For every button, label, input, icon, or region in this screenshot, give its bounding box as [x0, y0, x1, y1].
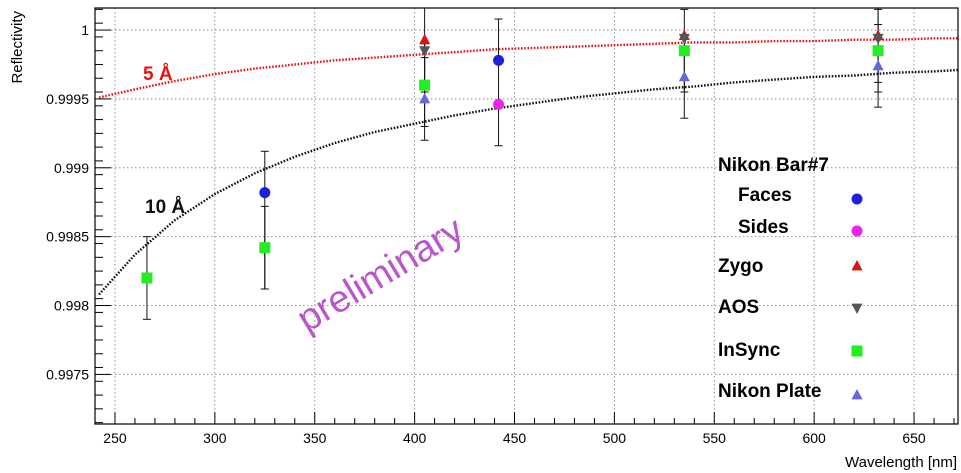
point-nikon-plate	[678, 70, 690, 82]
point-nikon-plate	[419, 92, 431, 104]
y-tick-label: 1	[81, 22, 89, 38]
legend-header: Nikon Bar#7	[718, 155, 829, 176]
point-aos	[419, 46, 431, 57]
x-tick-label: 650	[902, 430, 926, 446]
point-nikon-plate	[872, 59, 884, 71]
legend-label-aos: AOS	[718, 297, 759, 318]
y-tick-label: 0.9985	[46, 229, 89, 245]
legend: Nikon Bar#7 Faces Sides Zygo AOS InSync Nikon…	[718, 155, 863, 402]
point-insync	[872, 45, 884, 57]
legend-marker-nikon-plate	[851, 388, 863, 400]
model-curves	[98, 37, 959, 296]
legend-label-sides: Sides	[738, 217, 789, 238]
x-tick-label: 300	[203, 430, 227, 446]
point-insync	[259, 242, 271, 254]
x-axis-title: Wavelength [nm]	[845, 454, 957, 471]
x-tick-label: 450	[503, 430, 527, 446]
axis-ticks: 250 300 350 400 450 500 550 600 650 0.9975 0.998 0.…	[46, 8, 955, 446]
point-insync	[141, 272, 153, 284]
legend-marker-faces	[851, 193, 863, 205]
legend-label-insync: InSync	[718, 340, 781, 361]
data-points	[141, 29, 884, 284]
legend-label-nikon-plate: Nikon Plate	[718, 381, 821, 402]
x-tick-label: 250	[103, 430, 127, 446]
legend-label-faces: Faces	[738, 185, 792, 206]
point-faces	[493, 54, 505, 66]
x-tick-label: 500	[603, 430, 627, 446]
x-tick-label: 400	[403, 430, 427, 446]
x-tick-label: 600	[802, 430, 826, 446]
grid	[95, 8, 958, 424]
curve-label-10A: 10 Å	[145, 197, 185, 218]
curve-5A	[98, 37, 958, 99]
error-bars	[142, 7, 883, 320]
curve-label-5A: 5 Å	[143, 64, 173, 85]
legend-marker-zygo	[851, 259, 863, 271]
point-zygo	[419, 33, 431, 45]
x-tick-label: 350	[303, 430, 327, 446]
point-aos	[872, 33, 884, 45]
legend-label-zygo: Zygo	[718, 256, 763, 277]
point-sides	[493, 98, 505, 110]
point-faces	[259, 187, 271, 199]
x-tick-label: 550	[703, 430, 727, 446]
point-aos	[678, 33, 690, 45]
y-tick-label: 0.999	[54, 160, 89, 176]
point-insync	[419, 79, 431, 91]
y-tick-label: 0.998	[54, 298, 89, 314]
point-insync	[678, 45, 690, 57]
y-tick-label: 0.9995	[46, 91, 89, 107]
y-tick-label: 0.9975	[46, 366, 89, 382]
legend-marker-insync	[851, 345, 863, 357]
legend-marker-aos	[851, 303, 863, 315]
legend-marker-sides	[851, 225, 863, 237]
y-axis-title: Reflectivity	[9, 11, 26, 84]
